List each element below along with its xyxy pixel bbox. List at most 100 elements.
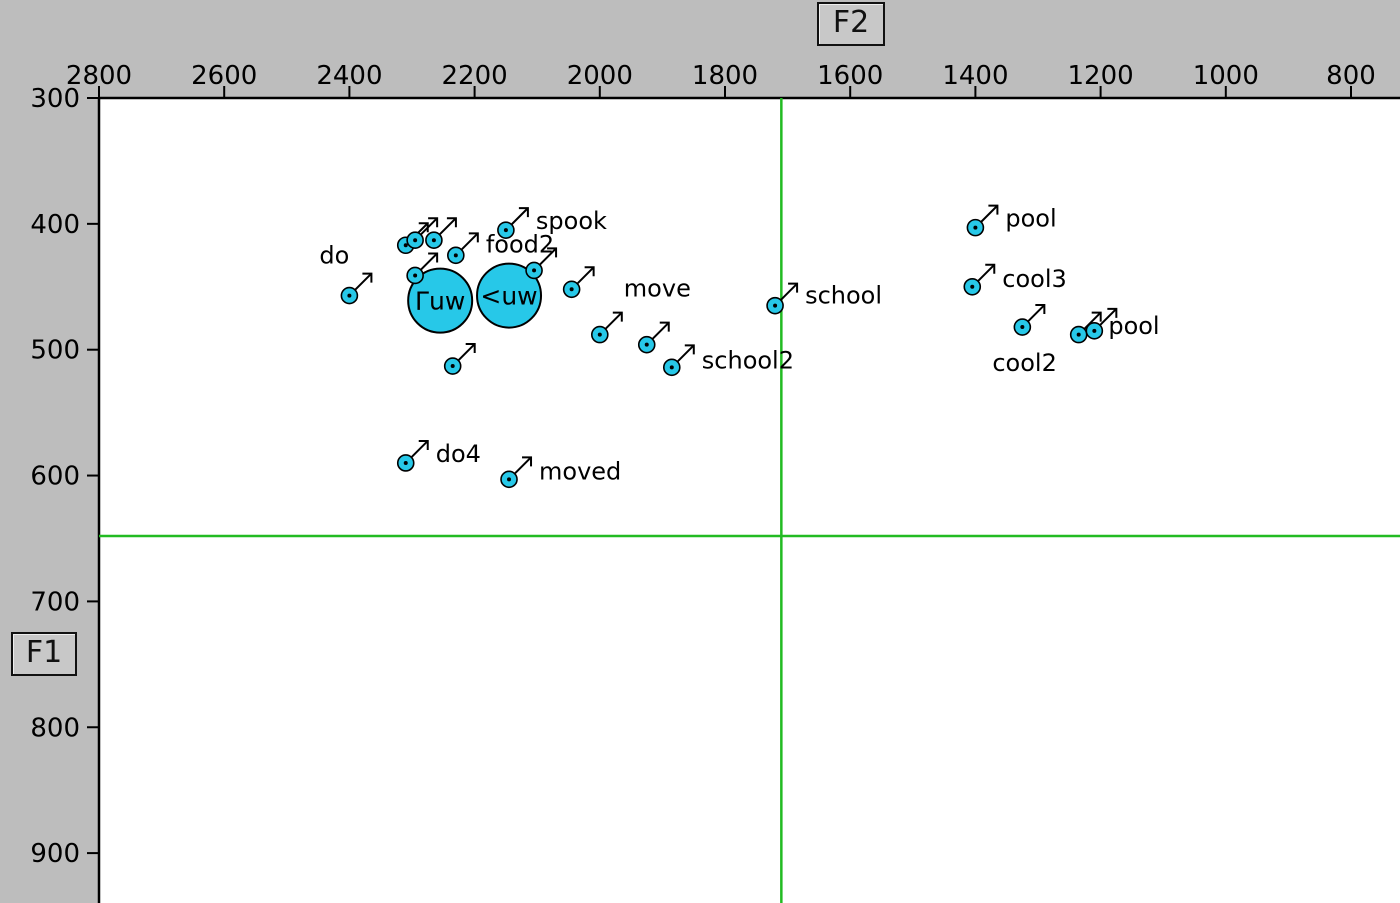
point-center (1076, 332, 1081, 337)
male-symbol-arrowhead (612, 311, 623, 322)
point-center (347, 293, 352, 298)
data-point[interactable] (425, 217, 457, 250)
male-symbol-arrowhead (446, 217, 457, 228)
male-symbol-arrowhead (418, 222, 429, 233)
data-point[interactable]: spook (497, 207, 607, 239)
male-symbol-icon (461, 232, 479, 251)
x-tick-label: 1800 (692, 61, 758, 91)
data-point[interactable]: school (766, 282, 882, 315)
data-point[interactable] (637, 321, 670, 354)
mean-label: Γuw (415, 287, 465, 316)
point-label: school2 (702, 346, 794, 374)
data-point[interactable]: pool (1085, 307, 1160, 340)
mean-circle-fill (407, 267, 474, 334)
point-center (403, 243, 408, 248)
data-point[interactable]: cool2 (992, 304, 1057, 377)
y-tick-label: 300 (30, 84, 80, 114)
male-symbol-arrowhead (418, 439, 429, 450)
male-symbol-arrowhead (428, 217, 439, 228)
point-center (973, 225, 978, 230)
point-center (431, 238, 436, 243)
male-symbol-arrowhead (788, 282, 799, 293)
male-symbol-icon (780, 282, 798, 301)
x-tick-label: 2400 (316, 61, 382, 91)
data-point[interactable]: food2 (447, 230, 554, 265)
male-symbol-arrowhead (985, 263, 996, 274)
x-tick-label: 800 (1326, 61, 1376, 91)
mean-circle[interactable]: <uw (476, 262, 543, 329)
male-symbol-icon (1099, 308, 1118, 326)
x-tick-label: 1000 (1193, 61, 1259, 91)
point-center (597, 332, 602, 337)
x-tick-label: 1200 (1068, 61, 1134, 91)
y-tick-label: 700 (30, 587, 80, 617)
point-center (970, 284, 975, 289)
male-symbol-icon (420, 252, 438, 271)
male-symbol-icon (652, 321, 670, 340)
male-symbol-arrowhead (468, 232, 479, 243)
data-point[interactable] (525, 247, 558, 280)
point-label: spook (536, 207, 607, 235)
y-tick-label: 800 (30, 713, 80, 743)
f1-axis-label[interactable]: F1 (11, 632, 77, 676)
male-symbol-arrowhead (659, 321, 670, 332)
data-point[interactable] (406, 252, 439, 285)
point-label: do (319, 242, 349, 270)
male-symbol-arrowhead (1035, 304, 1046, 315)
point-center (413, 238, 418, 243)
male-symbol-arrowhead (522, 456, 533, 467)
male-symbol-arrowhead (362, 272, 373, 283)
data-point[interactable]: cool3 (963, 263, 1067, 296)
point-center (1092, 328, 1097, 333)
x-tick-label: 2600 (191, 61, 257, 91)
mean-circle[interactable]: Γuw (407, 267, 474, 334)
male-symbol-icon (677, 344, 695, 363)
data-point[interactable] (562, 266, 595, 299)
male-symbol-icon (457, 343, 476, 361)
point-center (669, 365, 674, 370)
mean-circle-fill (476, 262, 543, 329)
male-symbol-icon (539, 247, 557, 266)
male-symbol-arrowhead (1107, 307, 1118, 318)
data-point[interactable]: pool (966, 204, 1057, 237)
male-symbol-arrowhead (428, 252, 439, 263)
male-symbol-icon (1027, 304, 1046, 322)
male-symbol-icon (439, 217, 457, 235)
point-center (507, 477, 512, 482)
point-label: food2 (486, 230, 554, 258)
x-tick-label: 2000 (567, 61, 633, 91)
male-symbol-arrowhead (1091, 311, 1102, 322)
point-center (773, 303, 778, 308)
male-symbol-icon (980, 204, 999, 223)
point-center (413, 273, 418, 278)
point-center (403, 460, 408, 465)
point-center (644, 342, 649, 347)
data-point[interactable] (406, 217, 439, 250)
data-point[interactable]: moved (500, 456, 621, 489)
data-point[interactable]: do4 (396, 439, 481, 472)
point-label: cool3 (1002, 265, 1067, 293)
x-tick-label: 1400 (942, 61, 1008, 91)
point-center (569, 287, 574, 292)
male-symbol-arrowhead (684, 344, 695, 355)
male-symbol-icon (354, 272, 373, 291)
point-center (450, 364, 455, 369)
male-symbol-icon (411, 440, 429, 458)
data-point[interactable]: school2 (662, 344, 794, 377)
f2-axis-label[interactable]: F2 (817, 2, 885, 46)
male-symbol-icon (977, 264, 995, 282)
point-label: do4 (436, 440, 481, 468)
male-symbol-icon (511, 207, 529, 225)
point-label: move (624, 275, 691, 303)
data-point[interactable]: do (319, 242, 373, 305)
mean-label: <uw (480, 282, 537, 311)
male-symbol-arrowhead (465, 343, 476, 354)
data-point[interactable]: move (590, 275, 691, 344)
point-label: moved (539, 457, 621, 485)
point-label: school (805, 282, 882, 310)
male-symbol-icon (514, 456, 532, 475)
data-point[interactable] (443, 343, 476, 375)
y-tick-label: 600 (30, 462, 80, 492)
male-symbol-icon (420, 217, 438, 235)
